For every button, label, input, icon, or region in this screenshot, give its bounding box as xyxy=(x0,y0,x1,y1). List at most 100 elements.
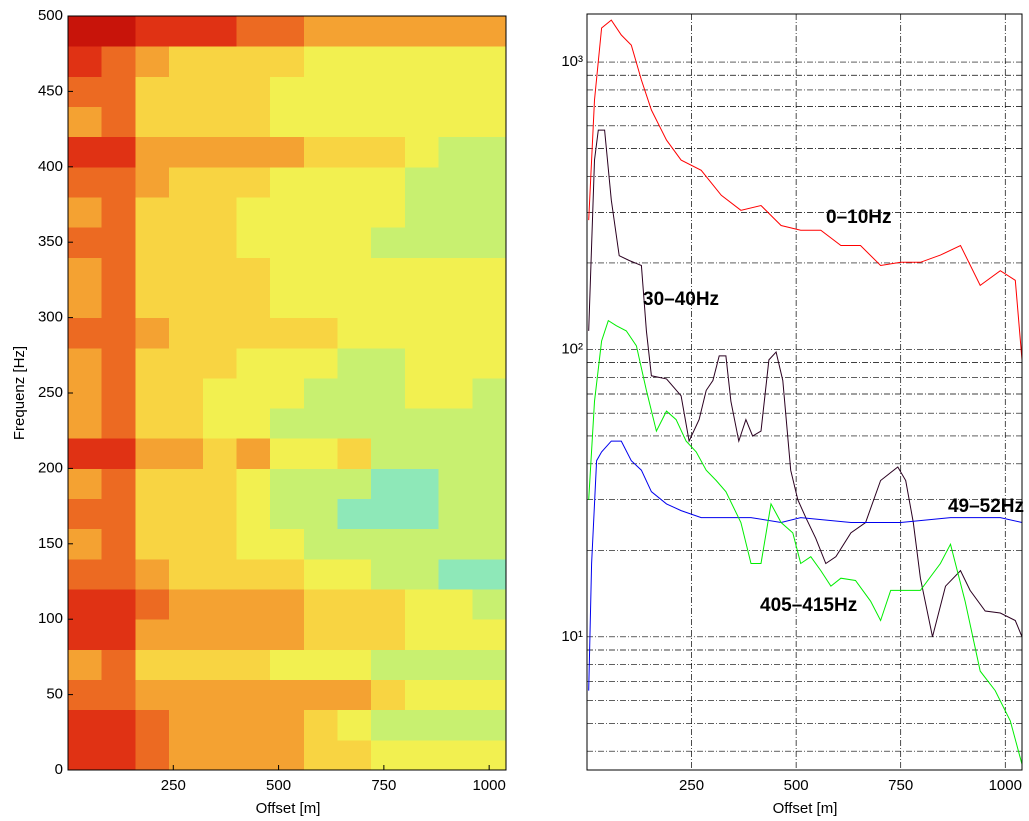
heatmap-cell xyxy=(236,377,271,409)
heatmap-cell xyxy=(371,317,406,349)
heatmap-cell xyxy=(270,317,305,349)
heatmap-cell xyxy=(135,257,170,288)
heatmap-cell xyxy=(404,166,440,198)
heatmap-cell xyxy=(270,649,305,681)
heatmap-cell xyxy=(438,408,473,439)
heatmap-cell xyxy=(472,438,507,469)
heatmap-cell xyxy=(101,287,136,319)
heatmap-cell xyxy=(270,709,305,741)
heatmap-cell xyxy=(135,317,170,349)
heatmap-cell xyxy=(68,196,103,228)
heatmap-cell xyxy=(135,649,170,681)
y-tick-label: 350 xyxy=(38,233,63,250)
heatmap-cell xyxy=(472,347,507,379)
heatmap-cell xyxy=(169,589,204,620)
heatmap-cell xyxy=(404,227,440,258)
heatmap-cell xyxy=(270,76,305,107)
heatmap-cell xyxy=(169,558,204,590)
heatmap-cell xyxy=(337,468,372,500)
heatmap-cell xyxy=(135,528,170,560)
heatmap-cell xyxy=(270,196,305,228)
heatmap-cell xyxy=(270,257,305,288)
heatmap-cell xyxy=(303,287,339,319)
heatmap-cell xyxy=(169,136,204,168)
heatmap-cell xyxy=(303,498,339,530)
heatmap-cell xyxy=(202,558,237,590)
heatmap-cell xyxy=(236,196,271,228)
heatmap-cell xyxy=(404,317,440,349)
heatmap-cell xyxy=(135,709,170,741)
heatmap-cell xyxy=(101,619,136,650)
heatmap-cell xyxy=(169,468,204,500)
heatmap-cell xyxy=(404,438,440,469)
heatmap-cell xyxy=(270,106,305,138)
heatmap-cell xyxy=(169,408,204,439)
heatmap-cell xyxy=(438,287,473,319)
heatmap-cell xyxy=(303,438,339,469)
heatmap-cell xyxy=(270,528,305,560)
heatmap-cell xyxy=(371,679,406,711)
y-tick-label: 150 xyxy=(38,535,63,552)
heatmap-cell xyxy=(303,16,339,47)
heatmap-cell xyxy=(68,16,103,47)
heatmap-cell xyxy=(472,528,507,560)
heatmap-cell xyxy=(303,558,339,590)
heatmap-cell xyxy=(337,347,372,379)
heatmap-cell xyxy=(371,649,406,681)
heatmap-cell xyxy=(337,166,372,198)
heatmap-cell xyxy=(202,468,237,500)
heatmap-cell xyxy=(337,438,372,469)
heatmap-cell xyxy=(202,377,237,409)
heatmap-cell xyxy=(202,498,237,530)
heatmap-cell xyxy=(371,739,406,771)
heatmap-cell xyxy=(202,589,237,620)
heatmap-cell xyxy=(371,709,406,741)
heatmap-cell xyxy=(371,528,406,560)
heatmap-cell xyxy=(101,106,136,138)
x-tick-label: 1000 xyxy=(989,777,1022,794)
x-tick-label: 500 xyxy=(266,777,291,794)
heatmap-cell xyxy=(68,739,103,771)
heatmap-cell xyxy=(236,709,271,741)
heatmap-cell xyxy=(135,196,170,228)
heatmap-cell xyxy=(472,76,507,107)
heatmap-cell xyxy=(101,468,136,500)
heatmap-cell xyxy=(68,468,103,500)
heatmap-cell xyxy=(202,76,237,107)
heatmap-cell xyxy=(101,498,136,530)
heatmap-cell xyxy=(404,498,440,530)
x-tick-label: 250 xyxy=(161,777,186,794)
heatmap-cell xyxy=(371,257,406,288)
heatmap-cell xyxy=(202,679,237,711)
heatmap-cell xyxy=(101,136,136,168)
heatmap-cell xyxy=(68,166,103,198)
line-series xyxy=(588,19,1023,360)
heatmap-cell xyxy=(236,498,271,530)
heatmap-cell xyxy=(68,438,103,469)
heatmap-cell xyxy=(68,46,103,77)
heatmap-cell xyxy=(404,649,440,681)
heatmap-cell xyxy=(472,257,507,288)
heatmap-cell xyxy=(270,227,305,258)
heatmap-cell xyxy=(236,438,271,469)
heatmap-cell xyxy=(337,106,372,138)
heatmap-cell xyxy=(202,709,237,741)
line-series xyxy=(588,319,1023,765)
heatmap-cell xyxy=(472,136,507,168)
heatmap-cell xyxy=(371,76,406,107)
x-tick-label: 500 xyxy=(784,777,809,794)
heatmap-cell xyxy=(438,317,473,349)
heatmap-cell xyxy=(202,438,237,469)
heatmap-cell xyxy=(371,46,406,77)
heatmap-cell xyxy=(270,377,305,409)
heatmap-cell xyxy=(404,679,440,711)
heatmap-cell xyxy=(303,46,339,77)
heatmap-cell xyxy=(135,589,170,620)
heatmap-cell xyxy=(404,468,440,500)
heatmap-cell xyxy=(404,46,440,77)
heatmap-cell xyxy=(202,227,237,258)
heatmap-cell xyxy=(303,136,339,168)
heatmap-cell xyxy=(169,438,204,469)
heatmap-cell xyxy=(135,287,170,319)
heatmap-cell xyxy=(337,16,372,47)
